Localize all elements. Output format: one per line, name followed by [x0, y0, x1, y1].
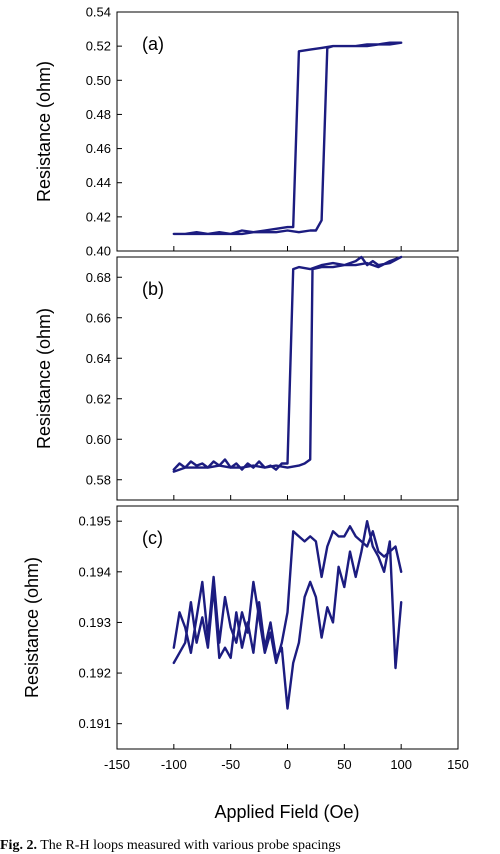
- series-line: [172, 520, 403, 710]
- y-axis-title: Resistance (ohm): [34, 61, 54, 202]
- x-tick-label: 50: [337, 757, 351, 772]
- caption-text: The R-H loops measured with various prob…: [40, 838, 341, 853]
- y-tick-label: 0.194: [78, 564, 111, 579]
- y-tick-label: 0.64: [86, 351, 111, 366]
- y-tick-label: 0.60: [86, 432, 111, 447]
- y-tick-label: 0.66: [86, 310, 111, 325]
- x-tick-label: -50: [221, 757, 240, 772]
- x-tick-label: 100: [390, 757, 412, 772]
- x-tick-label: -150: [104, 757, 130, 772]
- x-tick-label: -100: [161, 757, 187, 772]
- x-axis-title: Applied Field (Oe): [214, 802, 359, 822]
- y-tick-label: 0.40: [86, 244, 111, 259]
- y-tick-label: 0.193: [78, 615, 111, 630]
- x-tick-label: 0: [284, 757, 291, 772]
- y-tick-label: 0.52: [86, 39, 111, 54]
- x-tick-label: 150: [447, 757, 469, 772]
- y-tick-label: 0.48: [86, 107, 111, 122]
- y-tick-label: 0.195: [78, 514, 111, 529]
- series-line: [172, 41, 403, 236]
- y-axis-title: Resistance (ohm): [22, 557, 42, 698]
- y-tick-label: 0.192: [78, 666, 111, 681]
- panel-label: (c): [142, 528, 163, 548]
- plot-frame: [116, 11, 459, 252]
- panel-c: 0.191 0.192 0.193 0.194 0.195 -150 -100 -50 0 50 1…: [22, 505, 469, 772]
- caption-label: Fig. 2.: [0, 838, 37, 853]
- y-tick-label: 0.68: [86, 270, 111, 285]
- y-tick-label: 0.191: [78, 716, 111, 731]
- plot-frame: [116, 505, 459, 750]
- y-tick-label: 0.44: [86, 175, 111, 190]
- y-tick-label: 0.62: [86, 391, 111, 406]
- y-tick-label: 0.46: [86, 141, 111, 156]
- y-tick-label: 0.42: [86, 209, 111, 224]
- rh-loop-figure: 0.40 0.42 0.44 0.46 0.48 0.50 0.52 0.54 Resistan…: [22, 5, 469, 823]
- y-axis-title: Resistance (ohm): [34, 308, 54, 449]
- y-tick-label: 0.50: [86, 73, 111, 88]
- panel-label: (b): [142, 279, 164, 299]
- panel-a: 0.40 0.42 0.44 0.46 0.48 0.50 0.52 0.54 Resistan…: [34, 5, 459, 259]
- series-line: [172, 255, 403, 473]
- y-tick-label: 0.58: [86, 472, 111, 487]
- panel-b: 0.58 0.60 0.62 0.64 0.66 0.68 Resistance (ohm)…: [34, 255, 459, 501]
- panel-label: (a): [142, 34, 164, 54]
- figure-caption: Fig. 2. The R-H loops measured with vari…: [0, 838, 500, 854]
- y-tick-label: 0.54: [86, 5, 111, 20]
